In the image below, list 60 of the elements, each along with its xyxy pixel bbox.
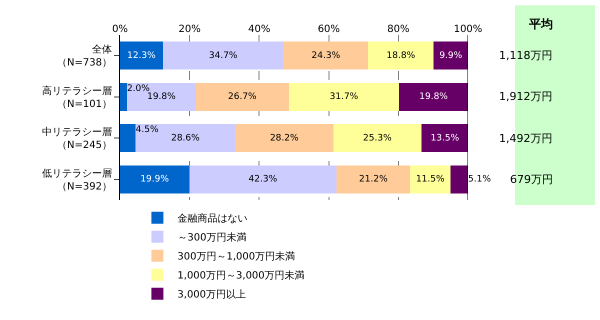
bar bbox=[399, 82, 468, 111]
data-label: 19.9% bbox=[140, 174, 170, 185]
data-label: 31.7% bbox=[330, 92, 359, 102]
text: 1,912万円 bbox=[499, 90, 552, 103]
data-label: 34.7% bbox=[208, 50, 238, 61]
bar bbox=[162, 42, 284, 70]
data-label: 11.5% bbox=[416, 174, 445, 185]
bar bbox=[126, 82, 196, 111]
data-label: 24.3% bbox=[312, 50, 341, 61]
text: 平均 bbox=[528, 17, 553, 31]
bar bbox=[450, 165, 468, 194]
bar bbox=[136, 124, 236, 152]
data-label: 9.9% bbox=[439, 50, 463, 61]
legend-label: 1,000万円～3,000万円未満 bbox=[177, 270, 305, 282]
bar bbox=[333, 124, 422, 152]
bar bbox=[120, 124, 136, 152]
bar bbox=[288, 82, 400, 111]
text: 1,118万円 bbox=[499, 49, 552, 62]
y-tick-label: 低リテラシー層（N=392） bbox=[42, 168, 112, 192]
legend-label: 金融商品はない bbox=[177, 212, 248, 225]
data-label: 5.1% bbox=[468, 174, 492, 185]
y-tick-label: 全体（N=738） bbox=[57, 44, 112, 69]
text: 679万円 bbox=[510, 173, 553, 186]
data-label: 19.8% bbox=[147, 92, 176, 102]
legend-label: ～300万円未満 bbox=[177, 232, 246, 244]
y-tick-label: 中リテラシー層（N=245） bbox=[42, 126, 112, 152]
data-label: 21.2% bbox=[359, 174, 388, 185]
legend-label: 300万円～1,000万円未満 bbox=[177, 250, 296, 263]
bar bbox=[120, 42, 163, 70]
x-tick-label: 40% bbox=[248, 24, 270, 35]
bar bbox=[120, 165, 190, 194]
y-tick-label: 高リテラシー層（N=101） bbox=[42, 84, 112, 110]
data-label: 28.2% bbox=[270, 133, 299, 144]
data-label: 18.8% bbox=[386, 50, 416, 61]
data-label: 42.3% bbox=[248, 174, 278, 185]
data-label: 19.8% bbox=[419, 92, 448, 102]
x-tick-label: 100% bbox=[454, 24, 482, 35]
bar bbox=[284, 42, 368, 70]
data-label: 25.3% bbox=[363, 133, 392, 144]
bar bbox=[434, 42, 468, 70]
data-label: 4.5% bbox=[136, 125, 159, 136]
data-label: 2.0% bbox=[126, 84, 150, 94]
data-label: 28.6% bbox=[171, 133, 200, 144]
x-tick-label: 80% bbox=[387, 24, 410, 35]
data-label: 12.3% bbox=[127, 50, 156, 61]
legend-label: 3,000万円以上 bbox=[177, 288, 246, 301]
bar bbox=[410, 165, 450, 194]
bar bbox=[336, 165, 410, 194]
bar bbox=[196, 82, 289, 111]
text: 1,492万円 bbox=[499, 132, 552, 145]
x-tick-label: 20% bbox=[178, 24, 201, 35]
bar bbox=[189, 165, 336, 194]
data-label: 13.5% bbox=[430, 133, 460, 144]
x-tick-label: 0% bbox=[112, 24, 128, 35]
bar bbox=[120, 82, 127, 111]
bar bbox=[368, 42, 434, 70]
x-tick-label: 60% bbox=[318, 24, 340, 35]
bar bbox=[421, 124, 468, 152]
data-label: 26.7% bbox=[228, 92, 258, 102]
bar bbox=[235, 124, 334, 152]
